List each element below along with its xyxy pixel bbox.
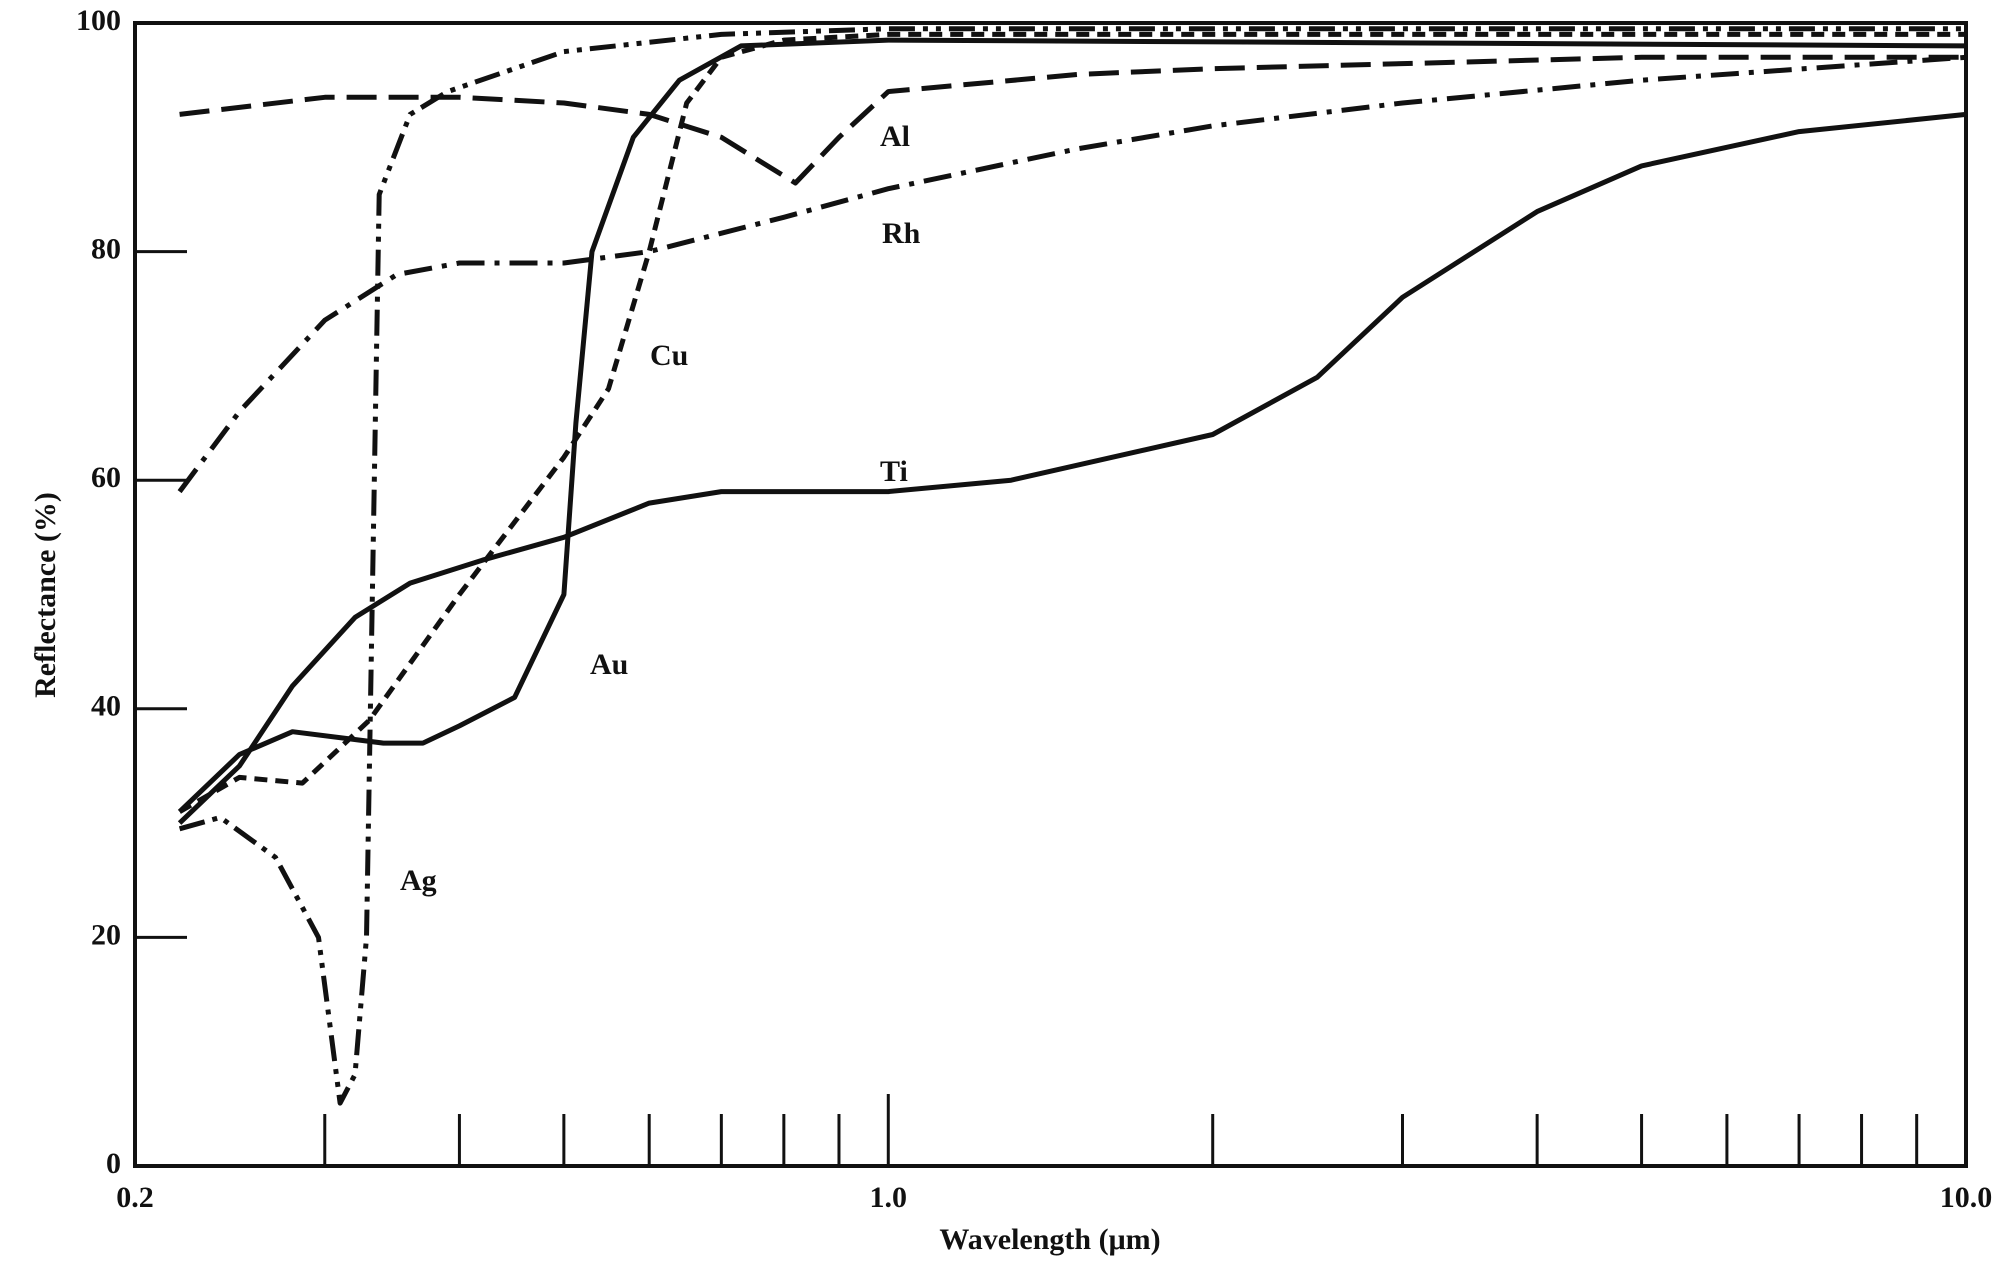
y-tick-label: 0 <box>106 1147 121 1180</box>
series-line <box>177 37 1967 814</box>
series-label: Rh <box>882 217 921 250</box>
plot-frame <box>133 21 1968 1168</box>
y-axis-label: Reflectance (%) <box>29 492 62 698</box>
series-label: Ti <box>880 455 908 488</box>
series-label: Cu <box>650 339 688 372</box>
series-line <box>177 111 1967 825</box>
x-tick-label: 0.2 <box>116 1181 154 1214</box>
series-label: Ag <box>400 864 437 897</box>
series-line <box>179 54 1966 186</box>
series-label: Al <box>880 120 910 153</box>
series-line <box>177 54 1967 494</box>
y-tick-label: 100 <box>76 4 121 37</box>
x-tick-label: 10.0 <box>1940 1181 1993 1214</box>
y-tick-label: 40 <box>91 690 121 723</box>
y-tick-label: 60 <box>91 461 121 494</box>
series-line <box>178 26 1966 1106</box>
x-axis-label: Wavelength (μm) <box>939 1223 1160 1256</box>
series-label: Au <box>590 648 628 681</box>
series-line <box>178 31 1966 814</box>
x-tick-label: 1.0 <box>870 1181 908 1214</box>
y-tick-label: 80 <box>91 232 121 265</box>
y-tick-label: 20 <box>91 918 121 951</box>
